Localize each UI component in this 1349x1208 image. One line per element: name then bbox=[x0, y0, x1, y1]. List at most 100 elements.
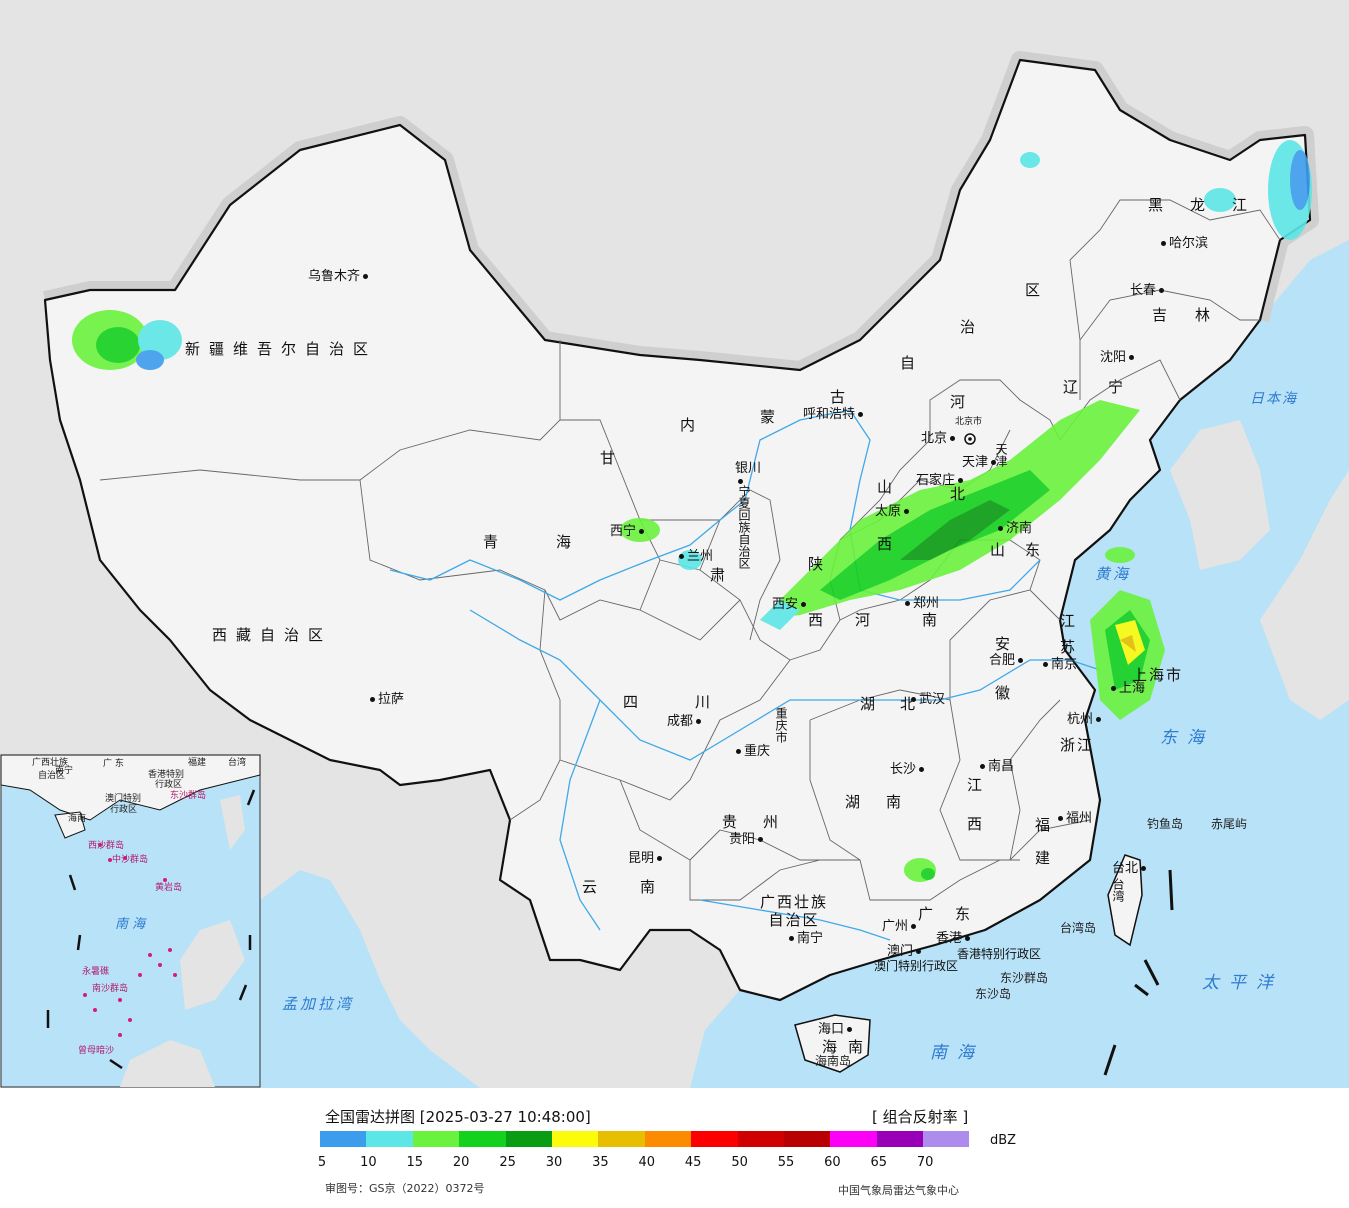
province-label-hunan-1: 湖 bbox=[845, 793, 863, 811]
legend-unit: dBZ bbox=[990, 1133, 1017, 1148]
inset-island-i-huangyan: 黄岩岛 bbox=[155, 883, 183, 893]
map-approval-number: 审图号：GS京（2022）0372号 bbox=[325, 1182, 485, 1195]
legend-tick-label: 10 bbox=[360, 1155, 377, 1170]
legend-swatch bbox=[412, 1131, 460, 1147]
inset-label-i-hk2: 行政区 bbox=[155, 780, 183, 790]
city-dot bbox=[1043, 662, 1048, 667]
province-label-yunnan-2: 南 bbox=[640, 878, 658, 896]
city-dot bbox=[736, 749, 741, 754]
city-label-guangzhou: 广州 bbox=[882, 920, 919, 933]
inset-label-i-nanning: 南宁 bbox=[55, 766, 74, 776]
legend-tick-label: 50 bbox=[731, 1155, 748, 1170]
legend-tick-label: 25 bbox=[499, 1155, 516, 1170]
province-label-jilin-2: 林 bbox=[1195, 306, 1213, 324]
city-label-hangzhou: 杭州 bbox=[1067, 713, 1104, 726]
inset-label-i-hk: 香港特别 bbox=[148, 770, 185, 780]
province-label-guangdong-1: 广 bbox=[918, 905, 936, 923]
legend-tick-label: 35 bbox=[592, 1155, 609, 1170]
province-label-guangdong-2: 东 bbox=[955, 905, 973, 923]
city-label-nanning: 南宁 bbox=[786, 932, 823, 945]
province-label-heilongjiang-2: 龙 bbox=[1190, 196, 1208, 214]
province-label-shaanxi-1: 陕 bbox=[808, 555, 826, 573]
province-label-ningxia: 宁夏回族自治区 bbox=[737, 485, 751, 569]
city-label-xian: 西安 bbox=[772, 598, 809, 611]
korea-land bbox=[1170, 420, 1270, 570]
province-label-shanghai-prov: 上海市 bbox=[1132, 666, 1184, 684]
echo-xinjiang bbox=[72, 310, 182, 370]
province-label-jiangxi-1: 江 bbox=[967, 776, 985, 794]
legend-tick-label: 5 bbox=[317, 1155, 327, 1170]
province-label-gansu-2: 肃 bbox=[710, 566, 728, 584]
echo-east-coast bbox=[1090, 547, 1165, 720]
city-dot bbox=[696, 719, 702, 724]
sea-label-south-sea: 南海 bbox=[930, 1043, 984, 1063]
city-dot bbox=[858, 412, 864, 417]
echo-northeast bbox=[1020, 140, 1312, 240]
legend-tick-label: 45 bbox=[684, 1155, 702, 1170]
boundary-dashes bbox=[1103, 869, 1174, 1076]
city-dot bbox=[758, 837, 764, 842]
province-label-taiwan: 台湾 bbox=[1111, 878, 1125, 902]
province-label-hubei-1: 湖 bbox=[860, 695, 878, 713]
city-dot bbox=[1058, 816, 1063, 821]
city-label-nanjing: 南京 bbox=[1040, 658, 1077, 671]
island-label-dongsha-islands: 东沙群岛 bbox=[1000, 971, 1049, 985]
inset-label-i-taiwan: 台湾 bbox=[228, 758, 247, 768]
legend-swatch bbox=[366, 1131, 413, 1147]
legend-tick-label: 55 bbox=[777, 1155, 795, 1170]
inset-label-i-south-sea: 南 海 bbox=[115, 917, 146, 932]
province-label-zhejiang: 浙江 bbox=[1060, 736, 1095, 754]
city-label-hefei: 合肥 bbox=[989, 654, 1026, 667]
city-dot bbox=[905, 601, 910, 606]
city-label-fuzhou: 福州 bbox=[1055, 812, 1092, 825]
province-label-neimenggu-2: 蒙 bbox=[760, 408, 778, 426]
province-label-heilongjiang-1: 黑 bbox=[1148, 196, 1166, 214]
city-label-lanzhou: 兰州 bbox=[676, 550, 713, 563]
province-label-macau-sar: 澳门特别行政区 bbox=[874, 959, 959, 973]
city-label-beijing: 北京 bbox=[921, 432, 958, 445]
city-label-wuhan: 武汉 bbox=[908, 693, 945, 706]
radar-echoes bbox=[72, 140, 1312, 882]
city-dot bbox=[370, 697, 375, 702]
city-label-harbin: 哈尔滨 bbox=[1158, 237, 1208, 250]
city-dot bbox=[919, 767, 925, 772]
legend-swatch bbox=[505, 1131, 552, 1147]
island-label-hainan-island: 海南岛 bbox=[815, 1054, 852, 1068]
city-dot bbox=[738, 479, 743, 484]
province-label-qinghai-1: 青 bbox=[483, 533, 501, 551]
province-label-yunnan-1: 云 bbox=[582, 878, 600, 896]
legend-swatch bbox=[830, 1131, 877, 1147]
province-label-henan-2: 南 bbox=[922, 611, 940, 629]
province-label-henan-1: 河 bbox=[855, 611, 873, 629]
island-label-dongsha-island: 东沙岛 bbox=[975, 987, 1012, 1001]
city-label-haikou: 海口 bbox=[818, 1023, 855, 1036]
province-label-neimenggu-5: 治 bbox=[960, 318, 978, 336]
city-dot bbox=[847, 1027, 853, 1032]
province-label-heilongjiang-3: 江 bbox=[1232, 196, 1250, 214]
legend-swatch bbox=[923, 1131, 970, 1147]
inset-label-i-macau2: 行政区 bbox=[110, 805, 138, 815]
province-label-guizhou-1: 贵 bbox=[722, 813, 740, 831]
legend-product: [ 组合反射率 ] bbox=[872, 1108, 969, 1126]
sea-label-japan-sea: 日本海 bbox=[1250, 391, 1298, 407]
province-label-hunan-2: 南 bbox=[886, 793, 904, 811]
province-label-hebei-1: 河 bbox=[950, 393, 968, 411]
inset-label-i-fujian: 福建 bbox=[188, 758, 207, 768]
city-dot bbox=[1159, 288, 1165, 293]
city-label-guiyang: 贵阳 bbox=[729, 833, 766, 846]
legend-tick-label: 65 bbox=[870, 1155, 888, 1170]
province-label-shandong-2: 东 bbox=[1025, 541, 1043, 559]
city-dot bbox=[904, 509, 910, 514]
city-dot bbox=[916, 949, 922, 954]
city-dot bbox=[1141, 866, 1147, 871]
province-label-hainan-1: 海 bbox=[822, 1038, 840, 1056]
city-label-macau: 澳门 bbox=[887, 945, 924, 958]
province-label-xizang: 西藏自治区 bbox=[212, 626, 333, 644]
city-dot bbox=[679, 554, 684, 559]
inset-label-i-hainan: 海南 bbox=[68, 814, 87, 824]
city-label-changchun: 长春 bbox=[1130, 284, 1167, 297]
city-dot bbox=[958, 478, 964, 483]
province-label-liaoning-1: 辽 bbox=[1063, 378, 1081, 396]
inset-island-i-zhongsha: 中沙群岛 bbox=[112, 855, 149, 865]
city-label-yinchuan: 银川 bbox=[735, 462, 761, 488]
